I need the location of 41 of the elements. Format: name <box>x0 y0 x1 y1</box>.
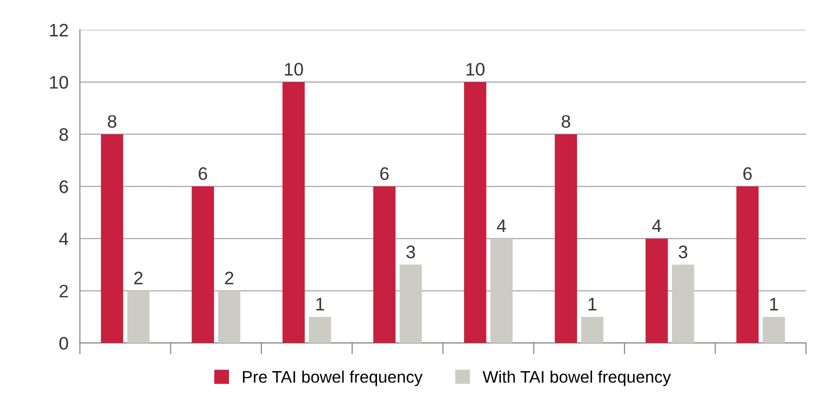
bar <box>282 82 305 343</box>
data-label: 6 <box>380 167 389 180</box>
y-tick-label: 8 <box>60 128 68 141</box>
legend-label: With TAI bowel frequency <box>482 370 671 386</box>
data-label: 4 <box>652 220 662 232</box>
y-tick-label: 4 <box>59 232 68 246</box>
data-label: 1 <box>588 298 596 310</box>
y-tick-label: 2 <box>60 284 68 298</box>
y-tick-label: 6 <box>60 180 68 194</box>
data-label: 2 <box>134 272 143 284</box>
data-label: 2 <box>225 272 234 284</box>
y-tick-label: 0 <box>59 336 68 350</box>
data-label: 8 <box>562 115 570 128</box>
data-label: 3 <box>406 246 415 258</box>
data-label: 10 <box>466 62 485 76</box>
bar <box>581 316 604 343</box>
bar <box>672 264 694 343</box>
bar <box>736 186 759 343</box>
legend-label: Pre TAI bowel frequency <box>242 370 423 386</box>
data-label: 10 <box>284 62 303 76</box>
data-label: 3 <box>678 246 688 258</box>
y-tick-label: 10 <box>50 76 68 89</box>
bar <box>646 238 668 343</box>
bar <box>192 186 214 343</box>
data-label: 8 <box>108 115 116 128</box>
bar <box>554 134 578 343</box>
bar <box>127 290 150 343</box>
bar <box>373 186 396 343</box>
bar <box>218 290 240 343</box>
bar <box>464 82 486 343</box>
bar <box>762 316 785 343</box>
bar <box>308 316 332 343</box>
data-label: 1 <box>770 298 778 310</box>
bar <box>490 238 513 343</box>
bar <box>100 134 124 343</box>
data-label: 6 <box>743 167 752 180</box>
bar <box>400 264 422 343</box>
data-label: 6 <box>198 167 208 180</box>
data-label: 1 <box>316 298 324 310</box>
data-label: 4 <box>496 220 506 232</box>
y-tick-label: 12 <box>50 24 68 36</box>
